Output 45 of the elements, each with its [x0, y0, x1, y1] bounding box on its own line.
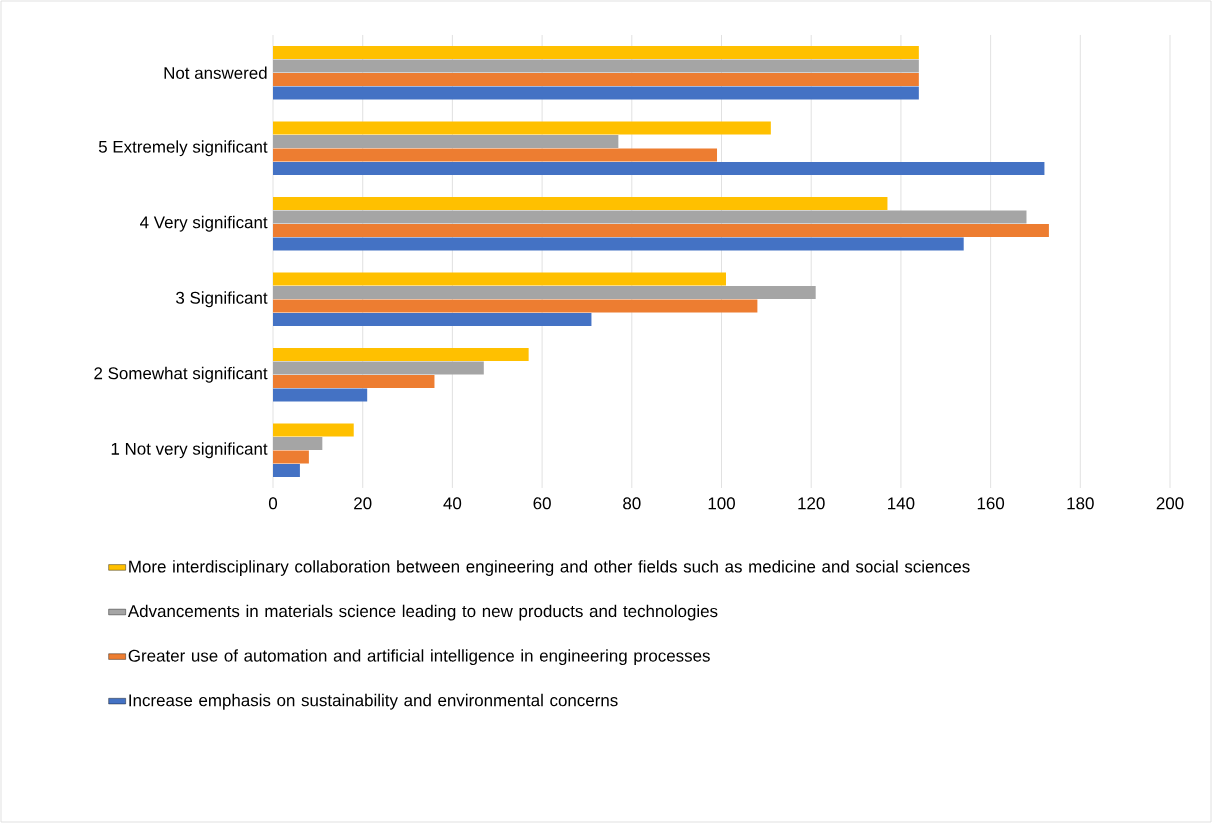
bar [273, 437, 323, 450]
x-tick-label: 180 [1067, 497, 1094, 510]
x-tick-label: 20 [354, 497, 372, 510]
bar [273, 299, 758, 313]
legend-label: Increase emphasis on sustainability and environmental concerns [129, 693, 618, 710]
bar [273, 348, 529, 361]
x-tick-label: 120 [798, 497, 825, 510]
y-tick-label: 2 Somewhat significant [94, 366, 268, 383]
legend-label: Advancements in materials science leading to new products and technologies [127, 604, 718, 621]
bar [273, 450, 309, 464]
bar [273, 361, 484, 375]
bar [273, 464, 300, 477]
bar [273, 135, 619, 148]
bar [273, 388, 368, 402]
y-tick-label: 5 Extremely significant [98, 140, 268, 157]
bar [273, 73, 919, 86]
bar [273, 59, 919, 73]
legend-label: More interdisciplinary collaboration between engineering and other fields such as medicine and social sciences [129, 560, 970, 576]
bar [273, 375, 435, 388]
bar [273, 210, 1027, 224]
x-tick-label: 140 [888, 497, 915, 510]
y-tick-label: 3 Significant [176, 291, 268, 308]
x-tick-label: 40 [443, 497, 462, 510]
x-tick-label: 60 [533, 497, 551, 510]
bar [273, 86, 919, 100]
bar [273, 197, 888, 210]
x-tick-label: 80 [623, 497, 641, 510]
x-tick-label: 100 [708, 497, 735, 510]
bar [273, 272, 726, 286]
y-tick-label: 4 Very significant [140, 215, 268, 232]
bar [273, 423, 354, 437]
legend-label: Greater use of automation and artificial intelligence in engineering processes [128, 649, 710, 666]
bar [273, 46, 919, 59]
bar [273, 148, 718, 162]
bar [273, 286, 816, 299]
x-tick-label: 0 [268, 497, 278, 510]
bar [273, 121, 771, 135]
y-tick-label: Not answered [164, 66, 267, 79]
y-tick-label: 1 Not very significant [111, 442, 268, 459]
x-tick-label: 200 [1156, 497, 1184, 510]
bar [273, 224, 1049, 237]
bar [273, 313, 592, 326]
x-tick-label: 160 [977, 497, 1005, 510]
bar [273, 162, 1045, 175]
bar [273, 237, 964, 251]
